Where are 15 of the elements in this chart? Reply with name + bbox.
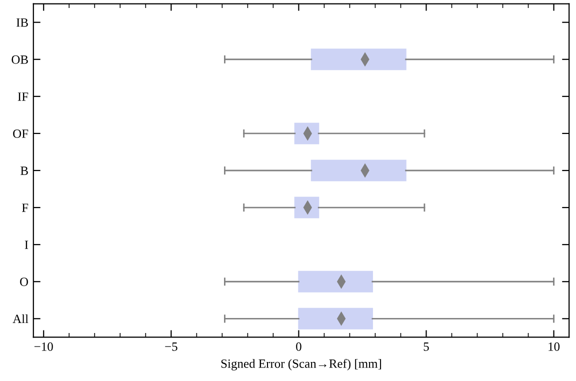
x-tick-label: −5: [165, 342, 178, 351]
y-tick-label: All: [12, 314, 28, 323]
y-tick-label: B: [20, 166, 28, 175]
y-tick-label: F: [22, 204, 28, 212]
y-tick-label: OB: [12, 55, 28, 64]
y-tick-label: I: [24, 240, 28, 249]
x-tick-label: 0: [296, 342, 302, 351]
x-tick-label: 10: [548, 342, 560, 351]
y-tick-label: IF: [18, 92, 28, 101]
y-tick-label: IB: [16, 18, 28, 27]
x-axis-title: Signed Error (Scan→Ref) [mm]: [221, 358, 382, 370]
y-tick-label: OF: [13, 130, 28, 138]
x-tick-label: −10: [34, 342, 53, 351]
y-tick-label: O: [20, 278, 28, 286]
x-tick-label: 5: [424, 342, 429, 351]
